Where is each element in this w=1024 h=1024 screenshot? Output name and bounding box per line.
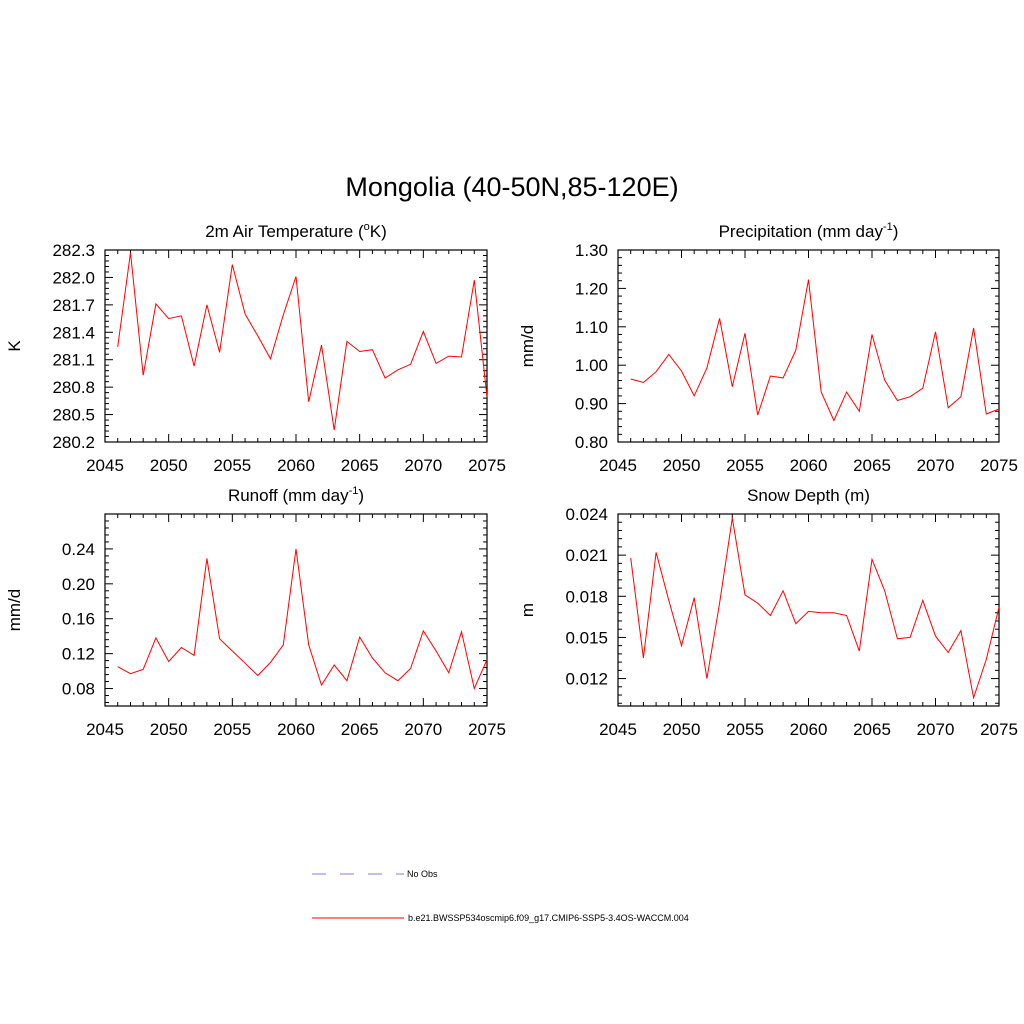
plot-frame-precipitation [617,249,1000,443]
x-tick-label: 2065 [341,720,379,739]
x-tick-label: 2065 [853,456,891,475]
panel-title-main: Precipitation (mm day [719,222,884,241]
x-tick-label: 2045 [86,456,124,475]
y-axis-label-runoff: mm/d [5,589,24,632]
legend-model-label: b.e21.BWSSP534oscmip6.f09_g17.CMIP6-SSP5… [408,913,689,923]
x-tick-label: 2060 [277,720,315,739]
y-tick-label: 282.3 [52,241,95,260]
y-tick-label: 0.015 [565,628,608,647]
y-tick-label: 1.20 [575,279,608,298]
y-tick-label: 0.80 [575,433,608,452]
x-tick-label: 2055 [213,456,251,475]
panel-title-air-temperature: 2m Air Temperature (oK) [205,221,387,241]
y-tick-label: 0.012 [565,670,608,689]
y-tick-label: 0.08 [62,680,95,699]
x-tick-label: 2060 [277,456,315,475]
x-tick-label: 2065 [853,720,891,739]
y-tick-label: 0.024 [565,505,608,524]
x-tick-label: 2070 [404,720,442,739]
panel-title-superscript: o [364,221,370,233]
y-tick-label: 281.4 [52,323,95,342]
y-axis-label-air-temperature: K [5,340,24,352]
y-tick-label: 282.0 [52,268,95,287]
x-tick-label: 2055 [213,720,251,739]
panel-precipitation: Precipitation (mm day-1) mm/d 2045 2050 2055… [518,221,1018,475]
y-tick-label: 1.00 [575,356,608,375]
panel-title-main: Runoff (mm day [228,486,349,505]
y-tick-label: 281.1 [52,351,95,370]
x-tick-label: 2055 [726,456,764,475]
x-tick-label: 2065 [341,456,379,475]
x-tick-label: 2070 [917,720,955,739]
x-tick-label: 2060 [790,720,828,739]
x-tick-label: 2045 [599,456,637,475]
panel-title-precipitation: Precipitation (mm day-1) [719,221,899,241]
panel-title-runoff: Runoff (mm day-1) [228,485,364,505]
panel-snow-depth: Snow Depth (m) m 2045 2050 2055 2060 2065 2070 2… [518,486,1018,739]
plot-frame-runoff [104,513,488,707]
x-tick-label: 2075 [980,456,1018,475]
panel-title-main: Snow Depth (m) [747,486,870,505]
x-tick-label: 2050 [663,720,701,739]
x-tick-label: 2045 [86,720,124,739]
y-tick-label: 0.24 [62,540,95,559]
y-tick-label: 1.10 [575,318,608,337]
figure-title: Mongolia (40-50N,85-120E) [345,172,678,202]
x-tick-label: 2075 [468,720,506,739]
y-tick-label: 0.16 [62,610,95,629]
legend: No Obs b.e21.BWSSP534oscmip6.f09_g17.CMI… [312,869,689,923]
panel-title-end: ) [893,222,899,241]
series-line-runoff [117,548,488,691]
panel-title-snow-depth: Snow Depth (m) [747,486,870,505]
y-tick-label: 0.12 [62,645,95,664]
series-line-air-temperature [117,252,488,431]
x-tick-label: 2075 [980,720,1018,739]
y-tick-label: 0.90 [575,395,608,414]
y-axis-label-snow-depth: m [518,603,537,617]
x-tick-label: 2050 [663,456,701,475]
panel-title-main: 2m Air Temperature ( [205,222,364,241]
x-tick-label: 2070 [917,456,955,475]
series-line-snow-depth [630,518,1000,700]
series-line-precipitation [630,279,1000,422]
panel-runoff: Runoff (mm day-1) mm/d 2045 2050 2055 2060 206… [5,485,506,739]
panel-title-end: ) [358,486,364,505]
panel-title-end: K) [370,222,387,241]
legend-obs-label: No Obs [407,869,438,879]
x-tick-label: 2050 [150,720,188,739]
y-tick-label: 281.7 [52,296,95,315]
x-tick-label: 2055 [726,720,764,739]
panel-air-temperature: 2m Air Temperature (oK) K 2045 2050 2055 2060… [5,221,506,475]
y-axis-label-precipitation: mm/d [518,325,537,368]
plot-frame-snow-depth [617,513,1000,707]
panel-title-superscript: -1 [883,221,893,233]
x-tick-label: 2075 [468,456,506,475]
y-tick-label: 280.5 [52,406,95,425]
y-tick-label: 1.30 [575,241,608,260]
x-tick-label: 2070 [404,456,442,475]
y-tick-label: 0.20 [62,575,95,594]
x-tick-label: 2045 [599,720,637,739]
y-tick-label: 280.8 [52,378,95,397]
y-tick-label: 0.018 [565,587,608,606]
x-tick-label: 2060 [790,456,828,475]
y-tick-label: 280.2 [52,433,95,452]
y-tick-label: 0.021 [565,546,608,565]
panel-title-superscript: -1 [349,485,359,497]
x-tick-label: 2050 [150,456,188,475]
